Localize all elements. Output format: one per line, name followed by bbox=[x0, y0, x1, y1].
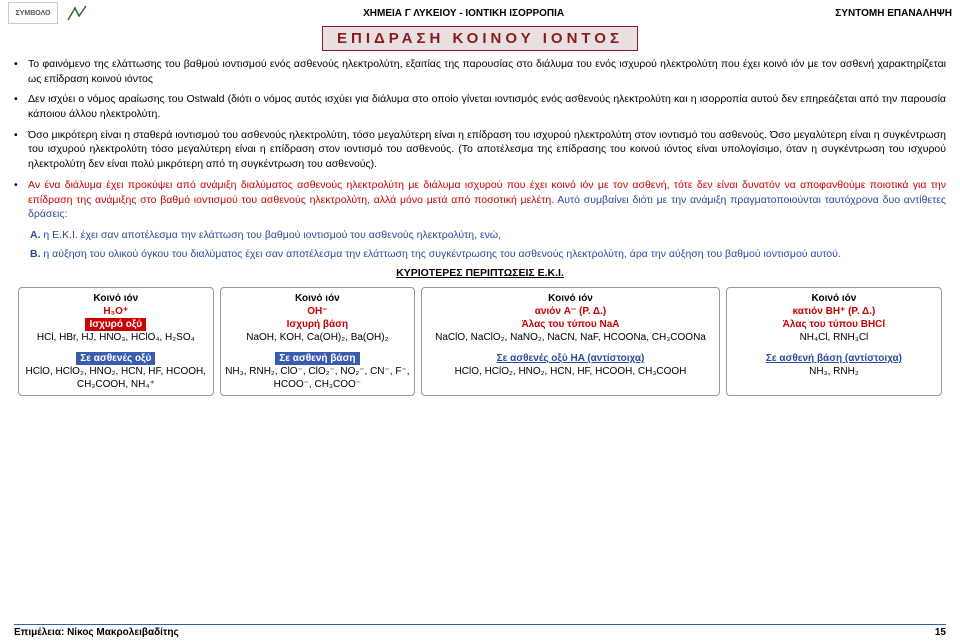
header-center: ΧΗΜΕΙΑ Γ ΛΥΚΕΙΟΥ - ΙΟΝΤΙΚΗ ΙΣΟΡΡΟΠΙΑ bbox=[92, 8, 835, 19]
page-footer: Επιμέλεια: Νίκος Μακρολειβαδίτης 15 bbox=[14, 624, 946, 638]
c2-strong-items: NaOH, KOH, Ca(OH)₂, Ba(OH)₂ bbox=[225, 331, 411, 344]
c1-strong-items: HCl, HBr, HJ, HNO₃, HClO₄, H₂SO₄ bbox=[23, 331, 209, 344]
c4-ion: κατιόν BH⁺ (Ρ. Δ.) bbox=[731, 305, 937, 318]
logo-area: ΣΥΜΒΟΛΟ bbox=[8, 2, 92, 24]
c4-weak-label: Σε ασθενή βάση (αντίστοιχα) bbox=[731, 352, 937, 365]
c2-weak-items: NH₃, RNH₂, ClO⁻, ClO₂⁻, NO₂⁻, CN⁻, F⁻, H… bbox=[225, 365, 411, 391]
bullet-4-text: Αν ένα διάλυμα έχει προκύψει από ανάμιξη… bbox=[28, 178, 946, 222]
c2-ion: OH⁻ bbox=[225, 305, 411, 318]
c3-head: Κοινό ιόν bbox=[426, 292, 715, 305]
sub-b: Β. η αύξηση του ολικού όγκου του διαλύμα… bbox=[30, 247, 946, 262]
c3-weak-label: Σε ασθενές οξύ HA (αντίστοιχα) bbox=[426, 352, 715, 365]
c1-strong-label: Ισχυρό οξύ bbox=[85, 318, 146, 331]
c3-ion: ανιόν A⁻ (Ρ. Δ.) bbox=[426, 305, 715, 318]
header-right: ΣΥΝΤΟΜΗ ΕΠΑΝΑΛΗΨΗ bbox=[835, 8, 952, 19]
bullet-4: • Αν ένα διάλυμα έχει προκύψει από ανάμι… bbox=[14, 178, 946, 222]
bullet-1-text: Το φαινόμενο της ελάττωσης του βαθμού ιο… bbox=[28, 57, 946, 86]
sub-a: Α. η Ε.Κ.Ι. έχει σαν αποτέλεσμα την ελάτ… bbox=[30, 228, 946, 243]
content-area: • Το φαινόμενο της ελάττωσης του βαθμού … bbox=[0, 57, 960, 396]
c2-weak-label: Σε ασθενή βάση bbox=[275, 352, 359, 365]
c4-weak-items: NH₃, RNH₂ bbox=[731, 365, 937, 378]
page-header: ΣΥΜΒΟΛΟ ΧΗΜΕΙΑ Γ ΛΥΚΕΙΟΥ - ΙΟΝΤΙΚΗ ΙΣΟΡΡ… bbox=[0, 0, 960, 24]
bullet-1: • Το φαινόμενο της ελάττωσης του βαθμού … bbox=[14, 57, 946, 86]
footer-author: Επιμέλεια: Νίκος Μακρολειβαδίτης bbox=[14, 627, 179, 638]
title-row: ΕΠΙΔΡΑΣΗ ΚΟΙΝΟΥ ΙΟΝΤΟΣ bbox=[0, 26, 960, 51]
bullet-3: • Όσο μικρότερη είναι η σταθερά ιοντισμο… bbox=[14, 128, 946, 172]
cases-table: Κοινό ιόν H₃O⁺ Ισχυρό οξύ HCl, HBr, HJ, … bbox=[14, 287, 946, 396]
col-cation: Κοινό ιόν κατιόν BH⁺ (Ρ. Δ.) Άλας του τύ… bbox=[726, 287, 942, 396]
c4-head: Κοινό ιόν bbox=[731, 292, 937, 305]
c1-weak-label: Σε ασθενές οξύ bbox=[76, 352, 155, 365]
page-title: ΕΠΙΔΡΑΣΗ ΚΟΙΝΟΥ ΙΟΝΤΟΣ bbox=[322, 26, 638, 51]
c1-ion: H₃O⁺ bbox=[23, 305, 209, 318]
col-oh: Κοινό ιόν OH⁻ Ισχυρή βάση NaOH, KOH, Ca(… bbox=[220, 287, 416, 396]
page-number: 15 bbox=[935, 627, 946, 638]
c4-strong-items: NH₄Cl, RNH₃Cl bbox=[731, 331, 937, 344]
c2-strong-label: Ισχυρή βάση bbox=[225, 318, 411, 331]
logo-symbolo: ΣΥΜΒΟΛΟ bbox=[8, 2, 58, 24]
logo-icon bbox=[62, 2, 92, 24]
col-anion: Κοινό ιόν ανιόν A⁻ (Ρ. Δ.) Άλας του τύπο… bbox=[421, 287, 720, 396]
c1-weak-items: HClO, HClO₂, HNO₂, HCN, HF, HCOOH, CH₃CO… bbox=[23, 365, 209, 391]
c4-strong-label: Άλας του τύπου BHCl bbox=[731, 318, 937, 331]
bullet-2: • Δεν ισχύει ο νόμος αραίωσης του Ostwal… bbox=[14, 92, 946, 121]
c3-weak-items: HClO, HClO₂, HNO₂, HCN, HF, HCOOH, CH₃CO… bbox=[426, 365, 715, 378]
c2-head: Κοινό ιόν bbox=[225, 292, 411, 305]
bullet-2-text: Δεν ισχύει ο νόμος αραίωσης του Ostwald … bbox=[28, 92, 946, 121]
c3-strong-label: Άλας του τύπου NaA bbox=[426, 318, 715, 331]
bullet-3-text: Όσο μικρότερη είναι η σταθερά ιοντισμού … bbox=[28, 128, 946, 172]
section-subtitle: ΚΥΡΙΟΤΕΡΕΣ ΠΕΡΙΠΤΩΣΕΙΣ Ε.Κ.Ι. bbox=[14, 267, 946, 279]
c3-strong-items: NaClO, NaClO₂, NaNO₂, NaCN, NaF, HCOONa,… bbox=[426, 331, 715, 344]
col-h3o: Κοινό ιόν H₃O⁺ Ισχυρό οξύ HCl, HBr, HJ, … bbox=[18, 287, 214, 396]
c1-head: Κοινό ιόν bbox=[23, 292, 209, 305]
